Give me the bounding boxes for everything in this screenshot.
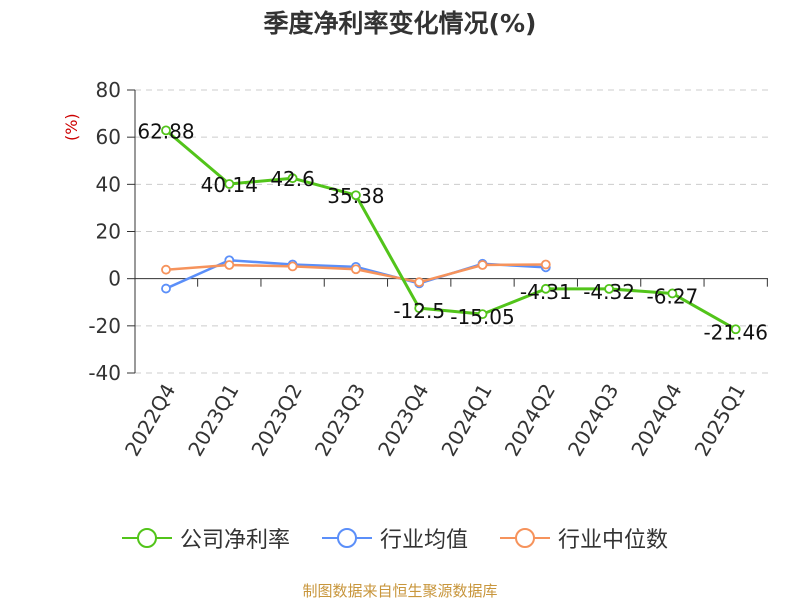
grid-lines [135,89,768,374]
y-tick-label: 60 [96,125,121,149]
data-point [350,264,361,275]
x-tick-label: 2024Q3 [563,380,623,461]
x-tick-label: 2024Q2 [500,380,560,461]
data-point [287,173,298,184]
data-point [350,190,361,201]
data-point [540,259,551,270]
data-point [604,283,614,294]
data-point [477,260,488,270]
data-point [161,125,171,136]
legend-label-industry-avg: 行业均值 [380,528,469,553]
data-point [477,309,488,320]
data-point [730,324,741,335]
source-label: 制图数据来自恒生聚源数据库 [302,582,498,600]
y-tick-label: 80 [96,78,121,102]
x-tick-label: 2024Q1 [436,380,496,461]
y-tick-label: 0 [108,267,121,291]
data-label: -4.32 [583,280,635,304]
x-tick-label: 2024Q4 [626,380,686,461]
data-label: -21.46 [703,320,767,344]
legend-label-company: 公司净利率 [180,528,291,553]
legend-industry-median-icon [500,528,550,548]
data-labels: 62.88 40.14 42.6 35.38 -12.5 -15.05-4.31 -4.32… [137,119,768,344]
legend: 公司净利率 行业均值 行业中位数 [0,520,800,556]
data-point [287,261,298,272]
legend-item-company[interactable]: 公司净利率 [122,520,290,556]
data-label: -15.05 [450,305,514,329]
x-tick-label: 2023Q2 [246,380,306,461]
legend-company-icon [122,528,172,548]
y-tick-label: 20 [96,220,121,244]
data-label: -6.27 [647,284,699,308]
y-tick-label: 40 [96,172,121,196]
y-tick-label: -40 [88,361,121,385]
legend-industry-avg-icon [322,528,372,548]
data-label: -12.5 [393,299,445,323]
data-point [414,303,425,314]
data-label: -4.31 [520,280,572,304]
data-point [161,283,171,294]
data-point [414,277,425,288]
chart-title: 季度净利率变化情况(%) [263,9,537,38]
data-point [161,264,171,275]
x-tick-label: 2023Q3 [310,380,370,461]
x-tick-label: 2023Q4 [373,380,433,461]
x-tick-label: 2023Q1 [183,380,243,461]
data-point [540,283,551,294]
data-label: 35.38 [327,184,384,208]
x-tick-label: 2022Q4 [120,380,180,461]
y-tick-label: -20 [88,314,121,338]
data-label: 62.88 [137,119,194,143]
data-point [224,179,235,189]
legend-item-industry-median[interactable]: 行业中位数 [500,520,668,556]
data-label: 42.6 [270,167,315,191]
x-tick-label: 2025Q1 [690,380,750,461]
legend-item-industry-avg[interactable]: 行业均值 [322,520,468,556]
data-point [224,260,235,270]
legend-label-industry-median: 行业中位数 [558,528,669,553]
series-lines [161,125,741,335]
data-label: 40.14 [201,173,258,197]
y-axis-unit-label: (%) [62,113,81,141]
data-point [667,288,678,299]
series-line [165,129,737,331]
